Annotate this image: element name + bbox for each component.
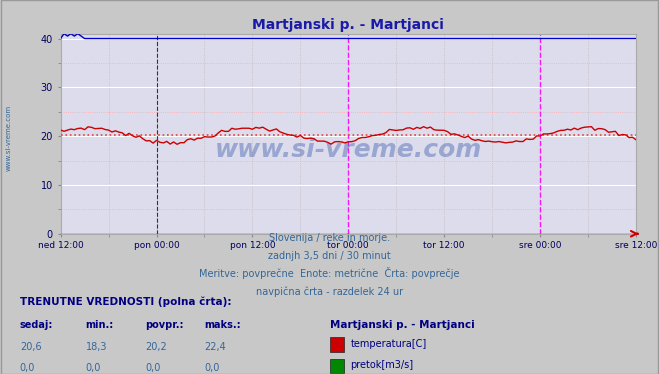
Text: TRENUTNE VREDNOSTI (polna črta):: TRENUTNE VREDNOSTI (polna črta):: [20, 296, 231, 307]
Title: Martjanski p. - Martjanci: Martjanski p. - Martjanci: [252, 18, 444, 33]
Text: 20,2: 20,2: [145, 342, 167, 352]
Text: sedaj:: sedaj:: [20, 320, 53, 330]
Text: min.:: min.:: [86, 320, 114, 330]
Text: www.si-vreme.com: www.si-vreme.com: [215, 138, 482, 162]
Text: 20,6: 20,6: [20, 342, 42, 352]
Text: pretok[m3/s]: pretok[m3/s]: [351, 361, 414, 370]
Text: maks.:: maks.:: [204, 320, 241, 330]
Text: Martjanski p. - Martjanci: Martjanski p. - Martjanci: [330, 320, 474, 330]
Text: navpična črta - razdelek 24 ur: navpična črta - razdelek 24 ur: [256, 286, 403, 297]
Text: povpr.:: povpr.:: [145, 320, 183, 330]
Text: 0,0: 0,0: [145, 364, 160, 373]
Text: zadnjh 3,5 dni / 30 minut: zadnjh 3,5 dni / 30 minut: [268, 251, 391, 261]
Text: 22,4: 22,4: [204, 342, 226, 352]
Text: 0,0: 0,0: [20, 364, 35, 373]
Text: 18,3: 18,3: [86, 342, 107, 352]
Text: Slovenija / reke in morje.: Slovenija / reke in morje.: [269, 233, 390, 243]
Text: Meritve: povprečne  Enote: metrične  Črta: povprečje: Meritve: povprečne Enote: metrične Črta:…: [199, 267, 460, 279]
Text: temperatura[C]: temperatura[C]: [351, 339, 427, 349]
Text: 0,0: 0,0: [86, 364, 101, 373]
Text: www.si-vreme.com: www.si-vreme.com: [5, 105, 12, 171]
Text: 0,0: 0,0: [204, 364, 219, 373]
